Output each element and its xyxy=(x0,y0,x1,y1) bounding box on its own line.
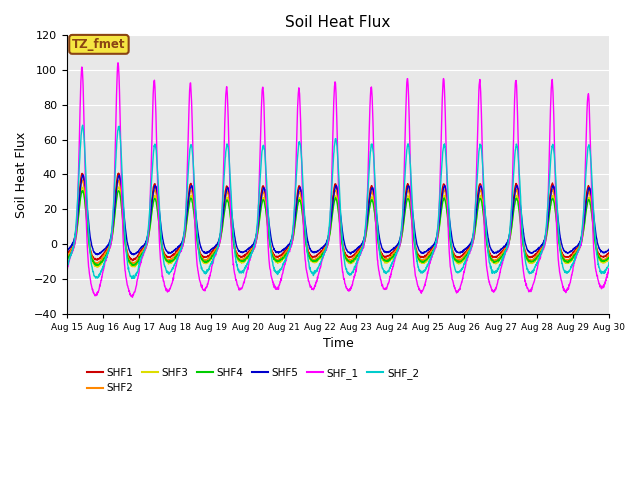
SHF5 xyxy=(214,239,222,244)
SHF2 xyxy=(354,249,362,255)
SHF4 xyxy=(214,243,222,249)
Line: SHF4: SHF4 xyxy=(67,191,609,265)
SHF2 xyxy=(605,252,613,258)
SHF2 xyxy=(79,178,86,183)
SHF_1 xyxy=(214,244,222,250)
SHF1 xyxy=(605,250,613,255)
Line: SHF_2: SHF_2 xyxy=(67,125,609,278)
SHF2 xyxy=(93,261,100,266)
SHF_1 xyxy=(114,60,122,66)
SHF_2 xyxy=(63,263,70,269)
SHF4 xyxy=(63,257,70,263)
SHF_2 xyxy=(354,257,362,263)
SHF1 xyxy=(354,248,362,253)
SHF_1 xyxy=(557,278,565,284)
SHF5 xyxy=(79,172,86,178)
SHF3 xyxy=(115,184,123,190)
SHF_1 xyxy=(366,112,374,118)
Legend: SHF1, SHF2, SHF3, SHF4, SHF5, SHF_1, SHF_2: SHF1, SHF2, SHF3, SHF4, SHF5, SHF_1, SHF… xyxy=(83,364,423,397)
SHF_2 xyxy=(79,122,86,128)
SHF4 xyxy=(573,250,580,255)
SHF1 xyxy=(214,240,222,245)
SHF3 xyxy=(366,202,374,208)
SHF4 xyxy=(366,205,374,211)
Line: SHF3: SHF3 xyxy=(67,187,609,267)
SHF5 xyxy=(557,241,565,247)
SHF3 xyxy=(605,255,613,261)
SHF_2 xyxy=(605,260,613,265)
Line: SHF2: SHF2 xyxy=(67,180,609,264)
SHF3 xyxy=(557,253,565,259)
SHF3 xyxy=(94,264,102,270)
Y-axis label: Soil Heat Flux: Soil Heat Flux xyxy=(15,132,28,217)
SHF_2 xyxy=(128,276,136,281)
SHF3 xyxy=(496,257,504,263)
SHF5 xyxy=(605,246,613,252)
SHF5 xyxy=(63,247,70,253)
X-axis label: Time: Time xyxy=(323,337,353,350)
SHF1 xyxy=(496,252,504,257)
SHF3 xyxy=(354,252,362,258)
SHF_2 xyxy=(366,159,374,165)
SHF3 xyxy=(573,249,580,255)
SHF2 xyxy=(496,254,504,260)
SHF1 xyxy=(557,249,565,254)
SHF5 xyxy=(573,243,580,249)
SHF1 xyxy=(129,258,136,264)
SHF4 xyxy=(93,263,100,268)
SHF5 xyxy=(366,196,374,202)
SHF_1 xyxy=(573,252,580,257)
SHF4 xyxy=(354,252,362,258)
SHF2 xyxy=(573,247,580,253)
SHF3 xyxy=(63,258,70,264)
SHF2 xyxy=(63,255,70,261)
Line: SHF5: SHF5 xyxy=(67,175,609,255)
SHF5 xyxy=(496,248,504,254)
SHF5 xyxy=(130,252,138,258)
SHF3 xyxy=(214,243,222,249)
SHF_1 xyxy=(63,269,70,275)
SHF2 xyxy=(557,251,565,256)
Text: TZ_fmet: TZ_fmet xyxy=(72,38,125,51)
SHF4 xyxy=(557,252,565,258)
Title: Soil Heat Flux: Soil Heat Flux xyxy=(285,15,390,30)
SHF1 xyxy=(63,252,70,257)
SHF5 xyxy=(354,246,362,252)
SHF_2 xyxy=(557,256,565,262)
SHF_1 xyxy=(354,258,362,264)
SHF4 xyxy=(79,188,86,193)
SHF_2 xyxy=(496,263,504,269)
Line: SHF_1: SHF_1 xyxy=(67,63,609,297)
SHF4 xyxy=(496,256,504,262)
SHF_1 xyxy=(605,266,613,272)
SHF1 xyxy=(366,191,374,197)
SHF1 xyxy=(115,170,122,176)
SHF_2 xyxy=(214,241,222,247)
SHF1 xyxy=(573,245,580,251)
SHF2 xyxy=(366,199,374,204)
SHF_1 xyxy=(496,272,504,277)
SHF2 xyxy=(214,241,222,247)
SHF_2 xyxy=(573,251,580,257)
SHF4 xyxy=(605,255,613,261)
SHF_1 xyxy=(129,294,136,300)
Line: SHF1: SHF1 xyxy=(67,173,609,261)
